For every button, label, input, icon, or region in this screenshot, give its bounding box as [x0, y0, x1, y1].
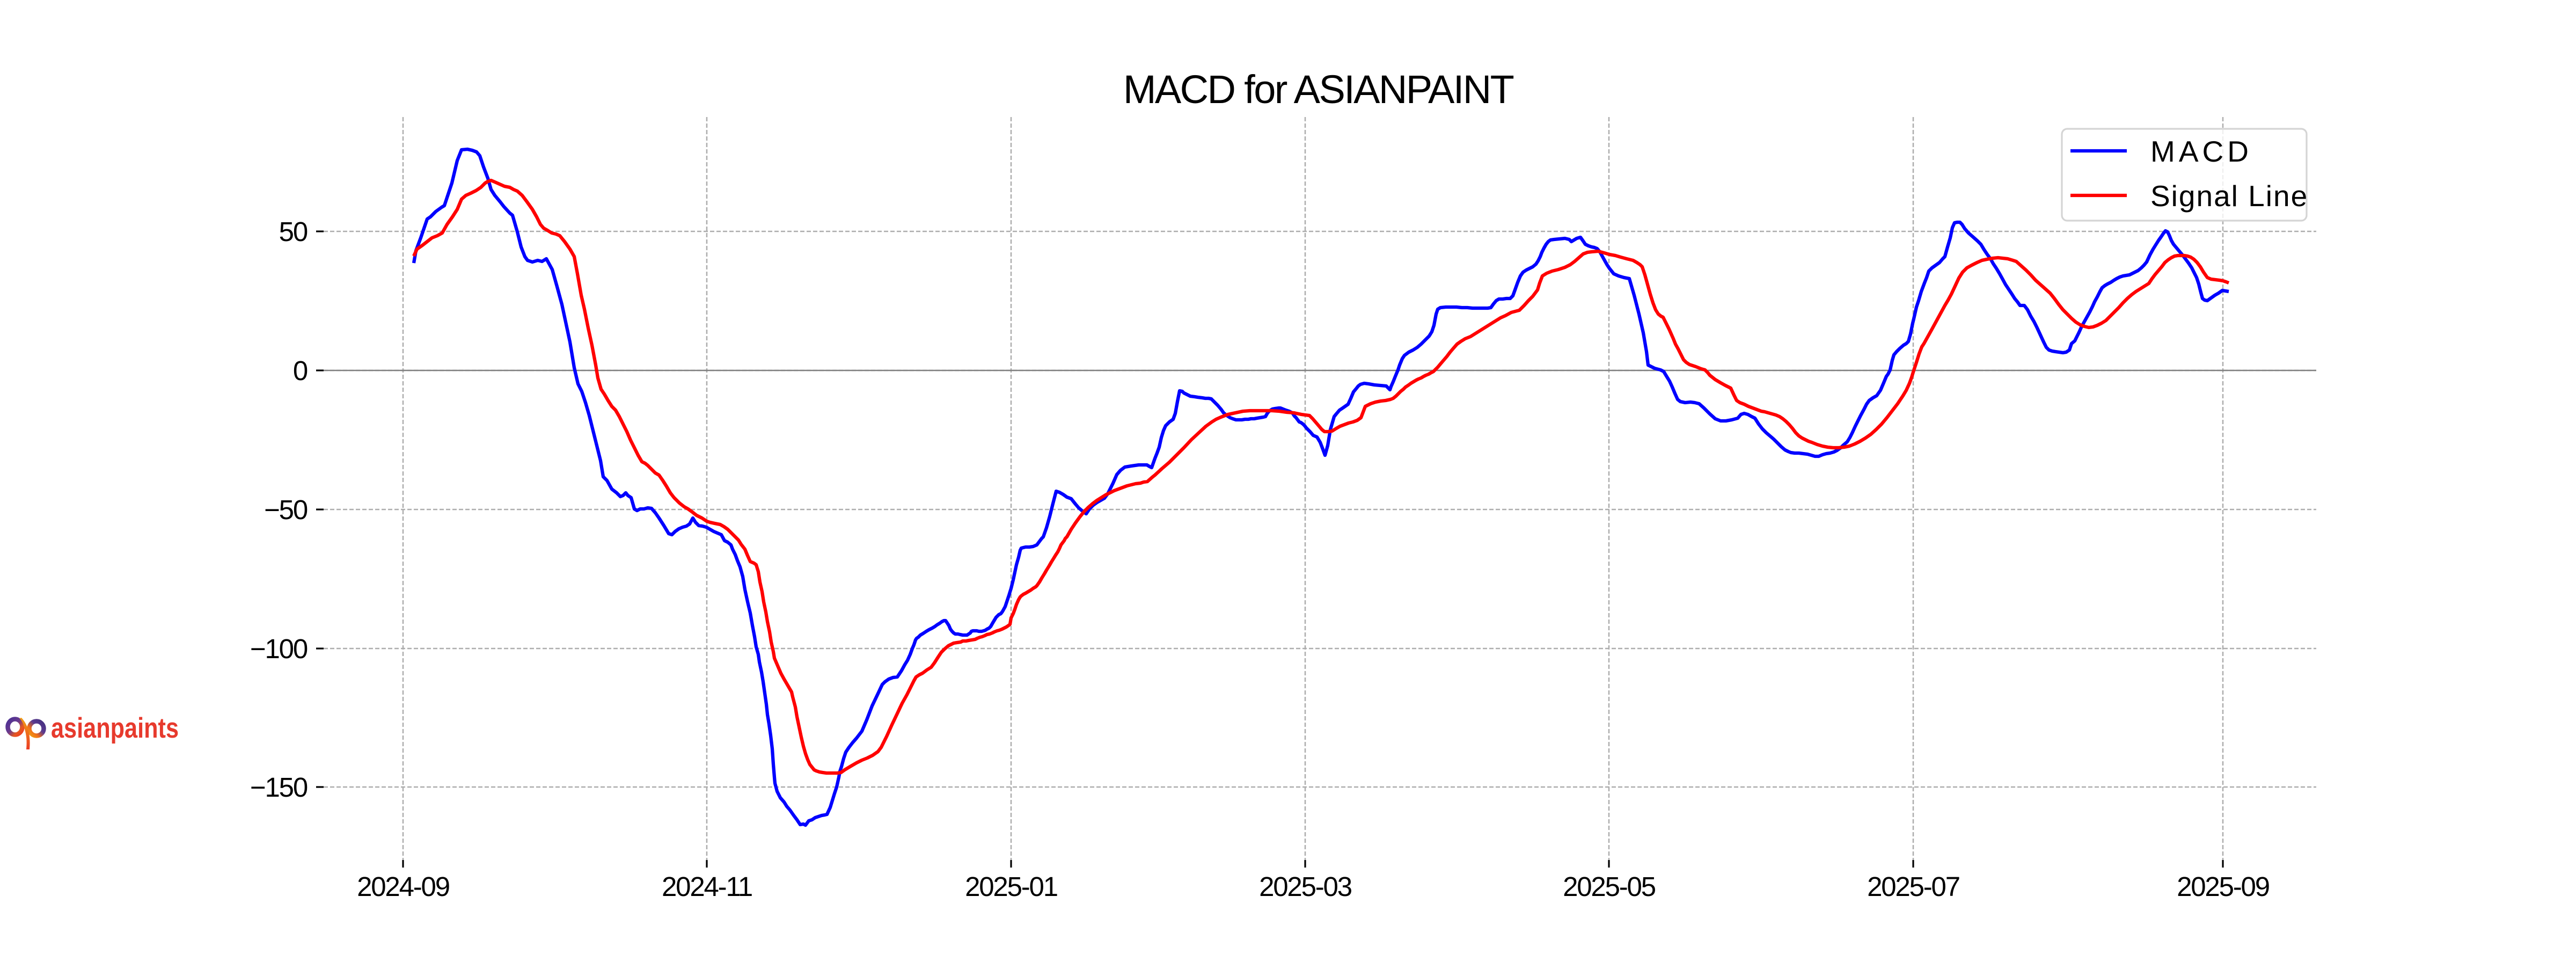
- svg-text:Signal Line: Signal Line: [2150, 179, 2308, 213]
- svg-text:−50: −50: [264, 494, 308, 525]
- svg-text:−100: −100: [250, 633, 308, 664]
- svg-text:2025-05: 2025-05: [1563, 871, 1656, 902]
- svg-text:−150: −150: [250, 772, 308, 803]
- svg-text:2024-11: 2024-11: [662, 871, 752, 902]
- svg-text:2025-01: 2025-01: [965, 871, 1057, 902]
- svg-text:2025-07: 2025-07: [1867, 871, 1959, 902]
- svg-text:2025-09: 2025-09: [2177, 871, 2269, 902]
- svg-text:MACD: MACD: [2150, 135, 2252, 168]
- svg-text:2025-03: 2025-03: [1259, 871, 1352, 902]
- svg-text:2024-09: 2024-09: [357, 871, 449, 902]
- svg-text:0: 0: [293, 355, 308, 386]
- svg-text:MACD for ASIANPAINT: MACD for ASIANPAINT: [1123, 67, 1514, 112]
- svg-text:50: 50: [279, 216, 308, 247]
- svg-text:asianpaints: asianpaints: [51, 712, 179, 744]
